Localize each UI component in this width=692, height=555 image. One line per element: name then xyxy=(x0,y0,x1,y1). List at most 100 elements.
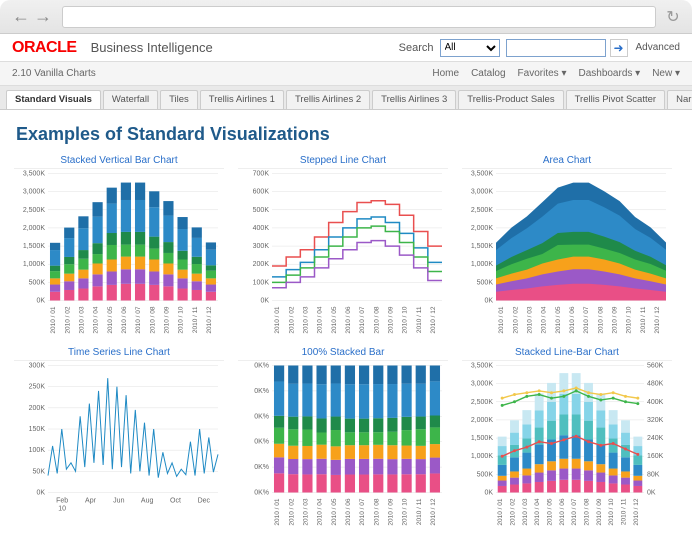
tab-tiles[interactable]: Tiles xyxy=(160,90,198,109)
svg-text:560K: 560K xyxy=(647,363,664,370)
menu-favorites[interactable]: Favorites ▾ xyxy=(518,68,567,79)
url-bar[interactable] xyxy=(62,6,656,28)
svg-text:0K%: 0K% xyxy=(254,363,269,370)
svg-text:2010 / 12: 2010 / 12 xyxy=(206,306,213,333)
svg-text:2010 / 11: 2010 / 11 xyxy=(416,306,423,333)
svg-text:2010 / 07: 2010 / 07 xyxy=(571,498,578,525)
menu-catalog[interactable]: Catalog xyxy=(471,68,505,79)
svg-text:Aug: Aug xyxy=(141,498,154,505)
svg-text:1,500K: 1,500K xyxy=(23,243,46,250)
svg-text:2010 / 04: 2010 / 04 xyxy=(317,498,324,525)
svg-text:Dec: Dec xyxy=(198,498,211,505)
svg-text:2010 / 03: 2010 / 03 xyxy=(302,498,309,525)
breadcrumb: 2.10 Vanilla Charts xyxy=(12,68,96,79)
search-input[interactable] xyxy=(506,39,606,57)
svg-text:150K: 150K xyxy=(29,426,46,433)
svg-text:300K: 300K xyxy=(29,363,46,370)
svg-text:700K: 700K xyxy=(253,171,270,178)
chart-title: Time Series Line Chart xyxy=(14,347,224,358)
svg-text:500K: 500K xyxy=(477,471,494,478)
svg-text:2010 / 07: 2010 / 07 xyxy=(359,306,366,333)
svg-text:2010 / 06: 2010 / 06 xyxy=(345,306,352,333)
svg-text:2010 / 04: 2010 / 04 xyxy=(534,498,541,525)
svg-text:2010 / 04: 2010 / 04 xyxy=(93,306,100,333)
svg-text:2010 / 01: 2010 / 01 xyxy=(498,306,505,333)
svg-text:Jun: Jun xyxy=(113,498,124,505)
tab-trellis-pivot[interactable]: Trellis Pivot Scatter xyxy=(566,90,665,109)
svg-text:300K: 300K xyxy=(253,243,270,250)
svg-text:2010 / 04: 2010 / 04 xyxy=(541,306,548,333)
tab-standard-visuals[interactable]: Standard Visuals xyxy=(6,90,101,109)
forward-button[interactable]: → xyxy=(32,6,54,28)
chart-title: Area Chart xyxy=(462,155,672,166)
svg-text:3,000K: 3,000K xyxy=(471,189,494,196)
svg-text:2010 / 11: 2010 / 11 xyxy=(192,306,199,333)
search-scope-select[interactable]: All xyxy=(440,39,500,57)
svg-text:0K%: 0K% xyxy=(254,413,269,420)
svg-text:2010 / 08: 2010 / 08 xyxy=(584,498,591,525)
svg-text:0K%: 0K% xyxy=(254,388,269,395)
svg-text:2010 / 03: 2010 / 03 xyxy=(302,306,309,333)
svg-text:2010 / 05: 2010 / 05 xyxy=(547,498,554,525)
svg-text:400K: 400K xyxy=(253,225,270,232)
svg-text:2,000K: 2,000K xyxy=(23,225,46,232)
page-title: Examples of Standard Visualizations xyxy=(16,124,678,145)
tab-trellis-3[interactable]: Trellis Airlines 3 xyxy=(372,90,456,109)
svg-text:2010 / 12: 2010 / 12 xyxy=(430,498,437,525)
svg-text:2010 / 06: 2010 / 06 xyxy=(569,306,576,333)
svg-text:2010 / 08: 2010 / 08 xyxy=(597,306,604,333)
svg-text:3,500K: 3,500K xyxy=(471,171,494,178)
menu-dashboards[interactable]: Dashboards ▾ xyxy=(578,68,640,79)
chart-area: Area Chart 0K500K1,000K1,500K2,000K2,500… xyxy=(462,155,672,335)
svg-text:2010 / 03: 2010 / 03 xyxy=(526,306,533,333)
svg-text:Apr: Apr xyxy=(85,498,97,505)
svg-text:80K: 80K xyxy=(647,471,660,478)
tab-waterfall[interactable]: Waterfall xyxy=(103,90,158,109)
svg-text:2010 / 09: 2010 / 09 xyxy=(611,306,618,333)
svg-text:2010 / 03: 2010 / 03 xyxy=(78,306,85,333)
svg-text:0K: 0K xyxy=(36,490,45,497)
brand-bar: ORACLE Business Intelligence Search All … xyxy=(0,34,692,62)
svg-text:2010 / 10: 2010 / 10 xyxy=(402,306,409,333)
back-button[interactable]: ← xyxy=(10,6,32,28)
svg-text:2010 / 03: 2010 / 03 xyxy=(522,498,529,525)
svg-text:2010 / 10: 2010 / 10 xyxy=(608,498,615,525)
tab-strip: Standard Visuals Waterfall Tiles Trellis… xyxy=(0,86,692,110)
svg-text:600K: 600K xyxy=(253,189,270,196)
content: Examples of Standard Visualizations Stac… xyxy=(0,110,692,537)
svg-text:2010 / 10: 2010 / 10 xyxy=(626,306,633,333)
svg-text:2010 / 07: 2010 / 07 xyxy=(135,306,142,333)
svg-text:2010 / 06: 2010 / 06 xyxy=(121,306,128,333)
svg-text:50K: 50K xyxy=(33,468,46,475)
menu-home[interactable]: Home xyxy=(432,68,459,79)
svg-text:2010 / 09: 2010 / 09 xyxy=(163,306,170,333)
svg-text:2010 / 12: 2010 / 12 xyxy=(633,498,640,525)
menu-new[interactable]: New ▾ xyxy=(652,68,680,79)
svg-text:2,000K: 2,000K xyxy=(471,417,494,424)
refresh-button[interactable]: ↻ xyxy=(664,7,682,27)
svg-text:2010 / 09: 2010 / 09 xyxy=(596,498,603,525)
svg-text:2010 / 05: 2010 / 05 xyxy=(107,306,114,333)
advanced-link[interactable]: Advanced xyxy=(636,42,680,53)
svg-text:1,000K: 1,000K xyxy=(23,261,46,268)
browser-toolbar: ← → ↻ xyxy=(0,0,692,34)
chart-title: Stacked Vertical Bar Chart xyxy=(14,155,224,166)
tab-trellis-1[interactable]: Trellis Airlines 1 xyxy=(200,90,284,109)
svg-text:2010 / 01: 2010 / 01 xyxy=(274,498,281,525)
svg-text:160K: 160K xyxy=(647,453,664,460)
tab-trellis-2[interactable]: Trellis Airlines 2 xyxy=(286,90,370,109)
svg-text:2010 / 05: 2010 / 05 xyxy=(555,306,562,333)
svg-text:0K: 0K xyxy=(484,490,493,497)
svg-text:2010 / 10: 2010 / 10 xyxy=(402,498,409,525)
svg-text:0K%: 0K% xyxy=(254,439,269,446)
svg-text:2010 / 02: 2010 / 02 xyxy=(288,498,295,525)
svg-text:0K: 0K xyxy=(260,298,269,305)
svg-text:100K: 100K xyxy=(253,279,270,286)
search-label: Search xyxy=(399,42,434,54)
tab-narrative[interactable]: Narrative Tickers xyxy=(667,90,692,109)
svg-text:500K: 500K xyxy=(477,279,494,286)
svg-text:2010 / 11: 2010 / 11 xyxy=(640,306,647,333)
search-go-button[interactable]: ➜ xyxy=(610,39,628,57)
tab-trellis-product[interactable]: Trellis-Product Sales xyxy=(458,90,563,109)
svg-text:500K: 500K xyxy=(29,279,46,286)
